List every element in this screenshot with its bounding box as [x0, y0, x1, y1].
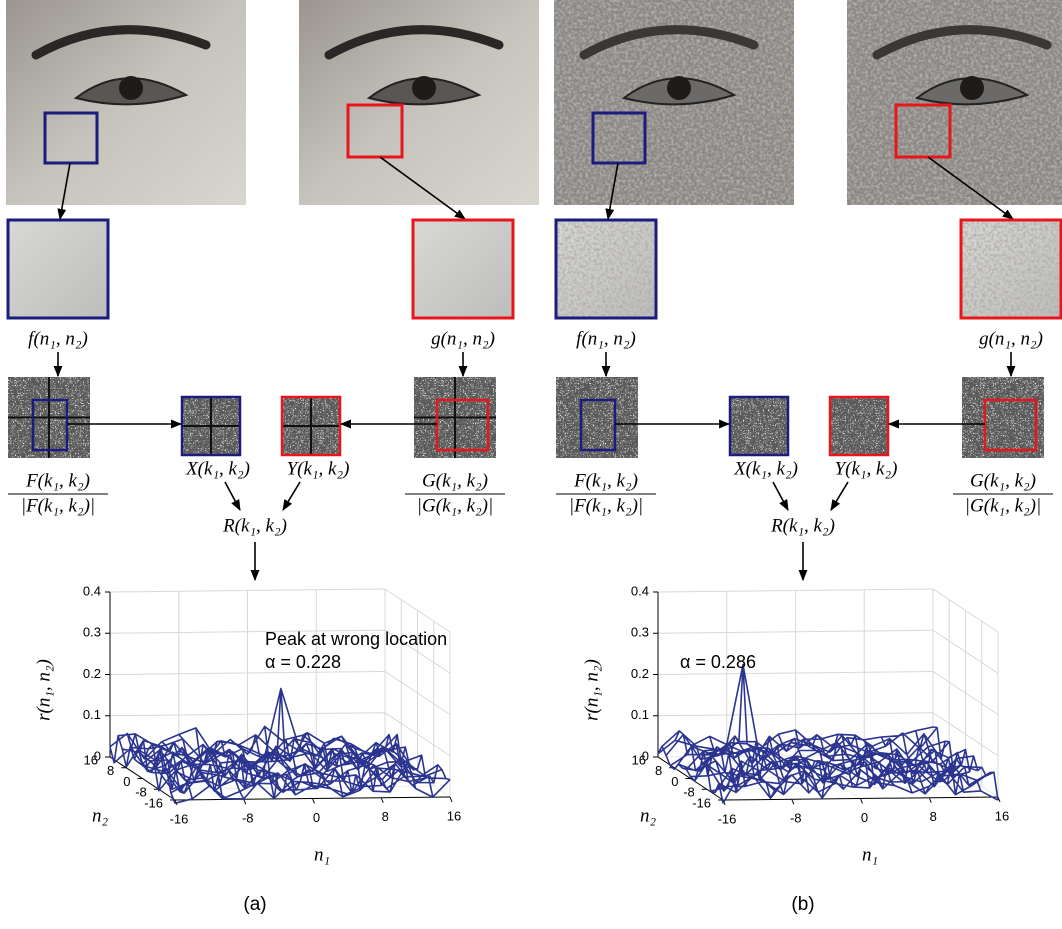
- z-tick-label: 0.2: [631, 666, 649, 681]
- zoom-image: [8, 220, 108, 318]
- iris: [667, 76, 691, 100]
- f-label: f(n₁, n₂): [28, 328, 88, 349]
- Y-label: Y(k₁, k₂): [835, 458, 898, 479]
- F-numerator: F(k₁, k₂): [573, 470, 638, 491]
- z-tick-label: 0.4: [83, 583, 101, 598]
- x-axis-label: n₁: [314, 844, 330, 865]
- tick-mark: [792, 799, 794, 804]
- y-tick-label: 16: [84, 752, 98, 767]
- annotation: α = 0.286: [680, 652, 756, 672]
- x-tick-label: 8: [382, 809, 389, 824]
- arrow: [773, 482, 788, 510]
- spectrum-texture: [830, 397, 888, 455]
- F-numerator: F(k₁, k₂): [25, 470, 90, 491]
- tick-mark: [313, 799, 315, 804]
- Y-label: Y(k₁, k₂): [287, 458, 350, 479]
- y-tick-label: 8: [655, 763, 662, 778]
- zoom-texture: [556, 220, 656, 318]
- x-tick-label: 16: [995, 808, 1009, 823]
- F-denominator: |F(k₁, k₂)|: [569, 495, 643, 516]
- tick-mark: [450, 797, 452, 802]
- x-tick-label: -16: [170, 811, 189, 826]
- x-tick-label: 16: [447, 808, 461, 823]
- z-axis-label: r(n₁, n₂): [581, 659, 602, 721]
- arrow: [283, 482, 300, 510]
- z-tick-label: 0.4: [631, 583, 649, 598]
- y-tick-label: -16: [692, 795, 711, 810]
- panel-caption: (b): [791, 894, 814, 915]
- x-tick-label: -16: [718, 811, 737, 826]
- y-tick-label: 8: [107, 763, 114, 778]
- G-denominator: |G(k₁, k₂)|: [417, 495, 493, 516]
- x-tick-label: 0: [313, 810, 320, 825]
- g-label: g(n₁, n₂): [979, 328, 1043, 349]
- g-label: g(n₁, n₂): [431, 328, 495, 349]
- z-tick-label: 0.3: [83, 625, 101, 640]
- zoom-image: [413, 220, 513, 318]
- tick-mark: [381, 798, 383, 803]
- z-tick-label: 0.1: [631, 707, 649, 722]
- spectrum-texture: [556, 377, 638, 458]
- figure: f(n₁, n₂) g(n₁, n₂) F(k₁, k₂) |F(k₁, k₂)| G(…: [0, 0, 1062, 929]
- annotation: Peak at wrong location: [265, 629, 447, 649]
- y-tick-label: 0: [671, 774, 678, 789]
- X-label: X(k₁, k₂): [733, 458, 798, 479]
- z-tick-label: 0.2: [83, 666, 101, 681]
- G-denominator: |G(k₁, k₂)|: [965, 495, 1041, 516]
- y-tick-label: -8: [135, 785, 147, 800]
- f-label: f(n₁, n₂): [576, 328, 636, 349]
- surface-mesh: [110, 689, 450, 804]
- y-tick-label: 16: [632, 752, 646, 767]
- spectrum-texture: [730, 397, 788, 455]
- R-label: R(k₁, k₂): [222, 515, 287, 536]
- z-tick-label: 0.3: [631, 625, 649, 640]
- tick-mark: [244, 799, 246, 804]
- y-tick-label: -8: [683, 785, 695, 800]
- y-axis-label: n₂: [640, 805, 657, 826]
- surface-mesh: [658, 665, 998, 804]
- x-tick-label: -8: [790, 811, 802, 826]
- X-label: X(k₁, k₂): [185, 458, 250, 479]
- x-axis-label: n₁: [862, 844, 878, 865]
- y-axis-label: n₂: [92, 805, 109, 826]
- z-tick-label: 0.1: [83, 707, 101, 722]
- iris: [119, 76, 143, 100]
- zoom-texture: [961, 220, 1061, 318]
- iris: [412, 76, 436, 100]
- tick-mark: [861, 799, 863, 804]
- arrow: [225, 482, 240, 510]
- annotation: α = 0.228: [265, 652, 341, 672]
- G-numerator: G(k₁, k₂): [422, 470, 488, 491]
- x-tick-label: -8: [242, 811, 254, 826]
- x-tick-label: 8: [930, 809, 937, 824]
- x-tick-label: 0: [861, 810, 868, 825]
- panel-caption: (a): [243, 894, 266, 915]
- arrow: [831, 482, 848, 510]
- iris: [960, 76, 984, 100]
- F-denominator: |F(k₁, k₂)|: [21, 495, 95, 516]
- tick-mark: [929, 798, 931, 803]
- G-numerator: G(k₁, k₂): [970, 470, 1036, 491]
- spectrum-texture: [962, 377, 1044, 458]
- R-label: R(k₁, k₂): [770, 515, 835, 536]
- y-tick-label: 0: [123, 774, 130, 789]
- z-axis-label: r(n₁, n₂): [33, 659, 54, 721]
- y-tick-label: -16: [144, 795, 163, 810]
